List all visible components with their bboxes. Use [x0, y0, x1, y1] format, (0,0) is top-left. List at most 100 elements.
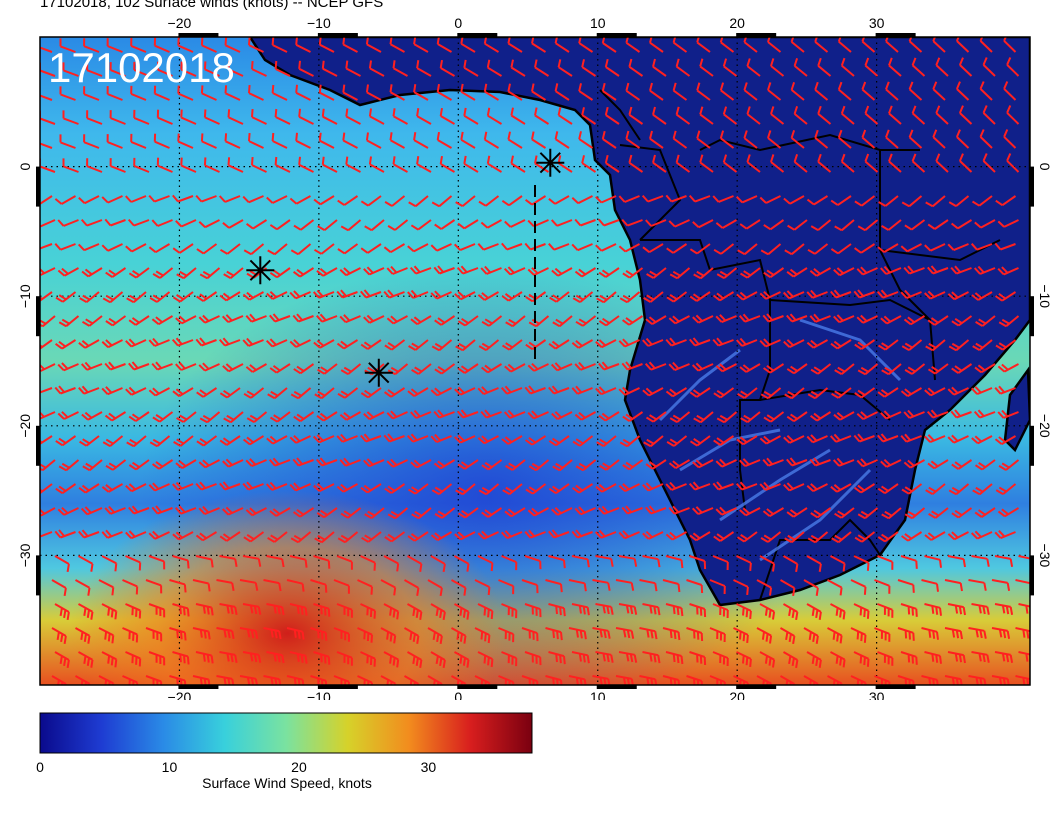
wind-barb-638: [223, 411, 244, 424]
wind-barb-745: [762, 457, 784, 467]
wind-barb-972: [195, 603, 214, 616]
wind-barb-500: [927, 315, 949, 326]
wind-barb-461: [995, 291, 1017, 302]
wind-barb-321: [668, 219, 690, 228]
wind-barb-80: [935, 57, 949, 77]
wind-barb-122: [932, 81, 946, 101]
wind-barb-314: [504, 219, 526, 228]
wind-barb-431: [289, 290, 311, 300]
wind-barb-320: [645, 219, 667, 227]
wind-barb-759: [101, 483, 123, 493]
wind-barb-502: [975, 315, 996, 327]
wind-barb-425: [149, 291, 171, 303]
wind-barb-750: [880, 458, 902, 468]
wind-barb-246: [888, 153, 902, 173]
wind-barb-247: [911, 153, 926, 173]
wind-barb-1090: [994, 651, 1014, 663]
wind-barb-992: [665, 603, 684, 617]
wind-barb-537: [806, 339, 828, 349]
wind-barb-652: [551, 411, 573, 420]
wind-barb-677: [149, 435, 171, 448]
wind-barb-941: [451, 579, 467, 596]
wind-barb-911: [736, 555, 752, 571]
wind-barb-942: [474, 579, 491, 596]
wind-barb-733: [481, 459, 503, 471]
wind-barb-1083: [830, 651, 846, 668]
wind-barb-395: [433, 265, 455, 275]
wind-barb-5: [153, 37, 170, 53]
wind-barb-476: [363, 314, 385, 324]
wind-barb-689: [430, 433, 452, 444]
wind-barb-239: [722, 154, 738, 173]
wind-barb-69: [675, 58, 691, 77]
wind-barb-766: [265, 481, 288, 491]
wind-barb-473: [292, 313, 314, 323]
wind-barb-490: [692, 314, 714, 324]
asterisk-marker-2: [246, 256, 275, 285]
wind-barb-553: [198, 362, 220, 372]
wind-barb-518: [360, 339, 382, 350]
wind-barb-758: [78, 483, 100, 494]
wind-barb-0: [40, 46, 53, 53]
wind-barb-582: [881, 363, 902, 376]
wind-barb-420: [40, 291, 53, 302]
wind-barb-774: [455, 483, 476, 496]
wind-barb-87: [106, 86, 123, 101]
wind-barb-272: [501, 195, 523, 207]
wind-barb-340: [125, 243, 147, 253]
wind-barb-407: [716, 267, 738, 279]
wind-barb-517: [336, 339, 359, 350]
wind-barb-693: [525, 435, 547, 446]
wind-barb-153: [675, 106, 691, 125]
wind-barb-664: [833, 411, 855, 421]
wind-barb-519: [384, 339, 406, 351]
wind-barb-861: [524, 529, 546, 539]
wind-barb-13: [342, 37, 358, 53]
wind-barb-1047: [968, 627, 987, 639]
wind-barb-804: [174, 505, 197, 515]
wind-barb-544: [972, 339, 993, 351]
wind-barb-51: [251, 61, 267, 77]
wind-barb-702: [736, 435, 758, 446]
left-lat-tick-label: 0: [17, 162, 33, 170]
wind-barb-8: [224, 37, 241, 53]
wind-barb-462: [40, 315, 56, 328]
wind-barb-814: [411, 507, 432, 520]
wind-barb-134: [227, 109, 244, 125]
wind-barb-442: [549, 291, 570, 303]
wind-barb-642: [316, 411, 338, 422]
wind-barb-765: [242, 481, 264, 491]
wind-barb-687: [383, 433, 405, 443]
wind-barb-399: [527, 267, 549, 276]
wind-barb-590: [78, 385, 100, 395]
wind-barb-675: [102, 435, 124, 447]
wind-barb-74: [793, 57, 808, 77]
wind-barb-26: [649, 37, 664, 53]
top-axis-bar-0: [178, 33, 219, 37]
wind-barb-428: [219, 291, 241, 302]
wind-barb-1037: [733, 627, 749, 643]
wind-barb-610: [548, 385, 570, 395]
wind-barb-756: [40, 483, 53, 495]
wind-barb-953: [733, 579, 749, 595]
wind-barb-541: [901, 339, 923, 351]
wind-barb-798: [40, 507, 56, 517]
wind-barb-102: [460, 83, 476, 101]
wind-barb-406: [693, 267, 714, 280]
wind-barb-565: [480, 363, 503, 374]
wind-barb-762: [172, 481, 194, 491]
wind-barb-962: [944, 579, 963, 592]
wind-barb-1126: [850, 675, 867, 685]
wind-barb-698: [643, 435, 664, 448]
wind-barb-680: [219, 435, 241, 446]
wind-barb-144: [463, 107, 479, 125]
wind-barb-854: [361, 531, 382, 543]
left-axis-bar-2: [36, 425, 40, 466]
wind-barb-730: [410, 459, 432, 469]
wind-barb-1056: [195, 651, 214, 664]
wind-barb-165: [958, 105, 973, 125]
wind-barb-588: [40, 387, 53, 394]
wind-barb-704: [783, 434, 805, 444]
wind-barb-499: [903, 315, 926, 326]
wind-barb-438: [454, 291, 476, 301]
